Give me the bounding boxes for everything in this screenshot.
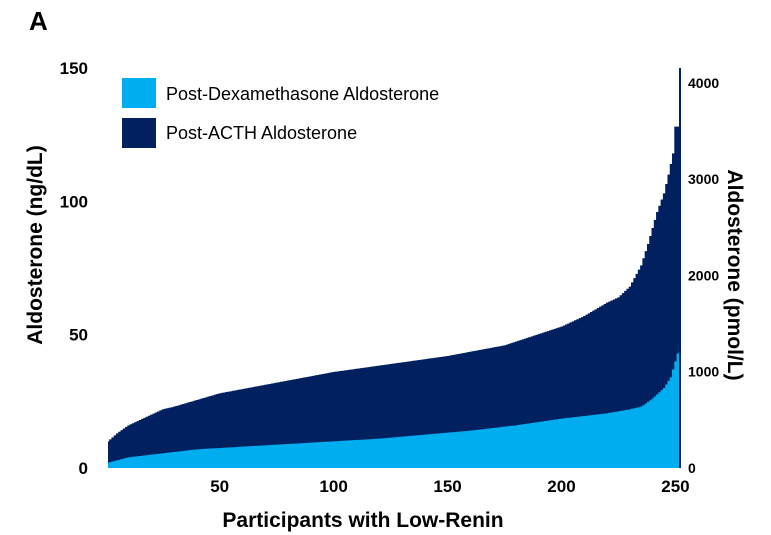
right-y-tick-label: 0 — [688, 460, 696, 476]
right-y-tick-label: 3000 — [688, 171, 719, 187]
right-y-tick-label: 4000 — [688, 75, 719, 91]
x-tick-label: 150 — [433, 477, 461, 496]
y-tick-label: 100 — [60, 192, 88, 211]
area-post-dexamethasone — [108, 345, 680, 468]
chart-areas — [108, 126, 680, 469]
panel-label: A — [29, 6, 48, 36]
x-tick-label: 200 — [547, 477, 575, 496]
right-y-axis-title: Aldosterone (pmol/L) — [723, 169, 746, 380]
y-tick-label: 50 — [69, 326, 88, 345]
x-axis-title: Participants with Low-Renin — [222, 509, 503, 532]
right-y-tick-label: 2000 — [688, 267, 719, 283]
legend-label-post-dexamethasone: Post-Dexamethasone Aldosterone — [166, 84, 439, 104]
x-tick-labels: 50 100 150 200 250 — [210, 477, 689, 496]
legend: Post-Dexamethasone Aldosterone Post-ACTH… — [122, 78, 439, 148]
right-y-tick-labels: 0 1000 2000 3000 4000 — [688, 75, 719, 476]
y-tick-labels: 0 50 100 150 — [60, 59, 88, 478]
right-y-tick-label: 1000 — [688, 364, 719, 380]
y-tick-label: 0 — [79, 459, 88, 478]
legend-label-post-acth: Post-ACTH Aldosterone — [166, 123, 357, 143]
x-tick-label: 50 — [210, 477, 229, 496]
legend-swatch-post-dexamethasone — [122, 78, 156, 108]
legend-swatch-post-acth — [122, 118, 156, 148]
x-tick-label: 100 — [319, 477, 347, 496]
y-axis-title: Aldosterone (ng/dL) — [24, 145, 47, 344]
y-tick-label: 150 — [60, 59, 88, 78]
area-post-acth — [108, 126, 680, 469]
x-tick-label: 250 — [661, 477, 689, 496]
